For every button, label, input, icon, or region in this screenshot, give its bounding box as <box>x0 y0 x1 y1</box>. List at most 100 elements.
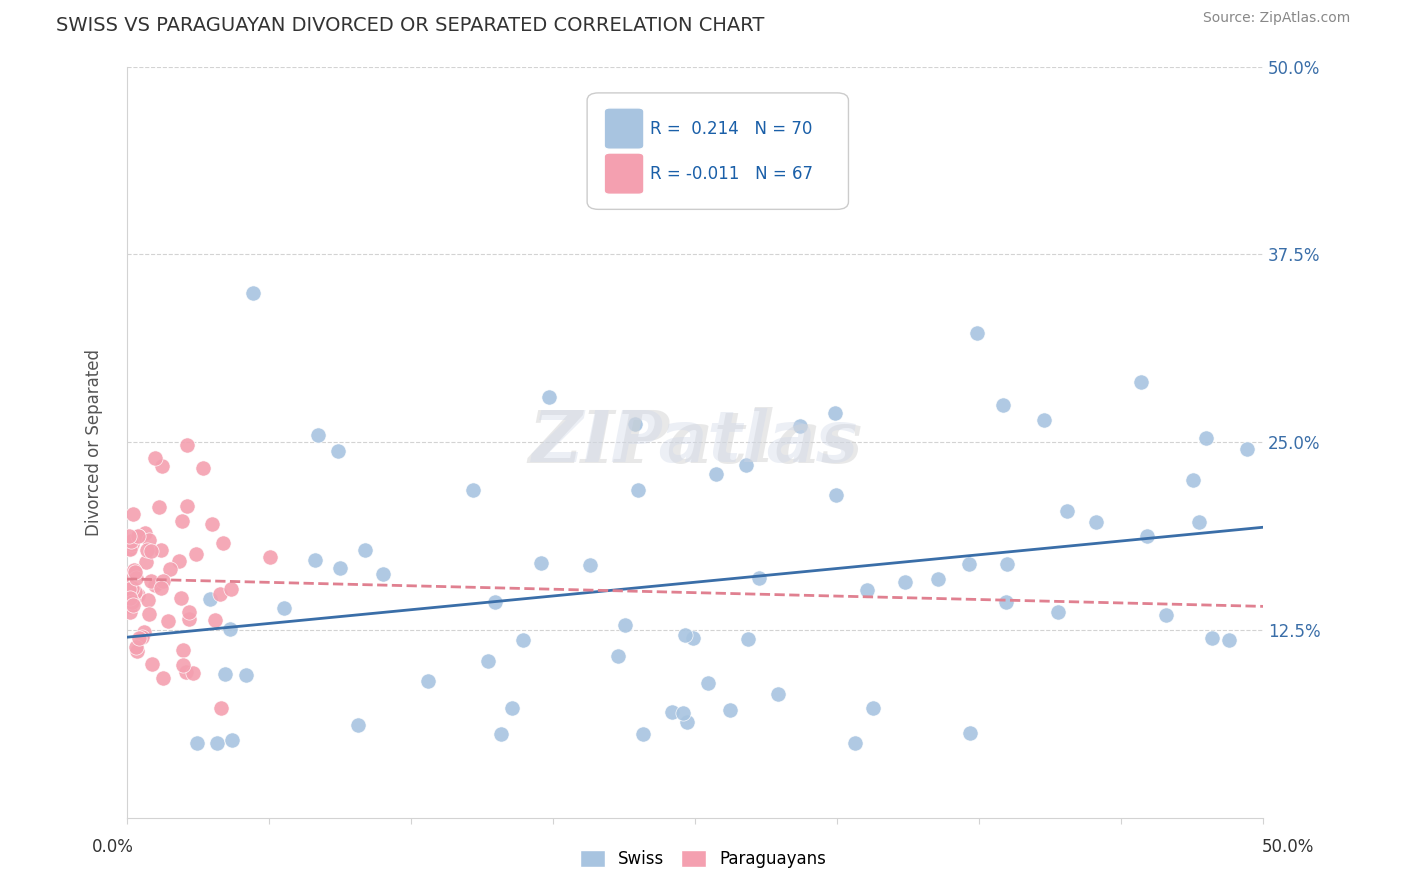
Point <box>174 665 197 679</box>
Point <box>138 533 160 547</box>
Point <box>127 529 149 543</box>
Point <box>177 612 200 626</box>
Point <box>209 700 232 714</box>
Point <box>172 657 194 672</box>
Point <box>242 285 264 300</box>
Point <box>259 550 281 565</box>
Point <box>118 606 141 620</box>
Point <box>1046 605 1069 619</box>
Point <box>118 529 141 543</box>
Point <box>121 595 143 609</box>
Point <box>201 516 224 531</box>
Point <box>219 582 242 596</box>
Point <box>1136 529 1159 543</box>
Point <box>607 648 630 663</box>
Point <box>156 614 179 628</box>
Point <box>1129 375 1152 389</box>
Point <box>1154 608 1177 623</box>
Point <box>118 578 141 592</box>
Point <box>489 727 512 741</box>
Point <box>661 705 683 719</box>
Point <box>136 593 159 607</box>
Point <box>418 673 440 688</box>
Point <box>682 631 704 645</box>
Point <box>118 591 141 606</box>
Point <box>136 543 159 558</box>
Point <box>141 657 163 672</box>
Point <box>186 547 208 561</box>
Point <box>139 574 162 589</box>
Point <box>122 563 145 577</box>
Point <box>205 736 228 750</box>
Point <box>613 618 636 632</box>
Point <box>191 461 214 475</box>
Point <box>121 537 143 551</box>
Point <box>326 444 349 458</box>
Point <box>1056 503 1078 517</box>
Point <box>121 581 143 595</box>
Point <box>176 499 198 513</box>
Point <box>208 587 231 601</box>
Point <box>124 640 146 655</box>
Point <box>124 584 146 599</box>
Point <box>304 553 326 567</box>
Point <box>307 428 329 442</box>
FancyBboxPatch shape <box>588 93 848 210</box>
Point <box>1236 442 1258 457</box>
Point <box>347 718 370 732</box>
Point <box>959 726 981 740</box>
Text: 50.0%: 50.0% <box>1263 838 1315 855</box>
Point <box>120 567 142 582</box>
Point <box>748 571 770 585</box>
Point <box>768 687 790 701</box>
Point <box>150 581 173 595</box>
Point <box>697 675 720 690</box>
Text: Source: ZipAtlas.com: Source: ZipAtlas.com <box>1202 12 1350 25</box>
Point <box>167 554 190 568</box>
Point <box>1188 515 1211 529</box>
Point <box>735 458 758 473</box>
Point <box>145 451 167 466</box>
Point <box>631 727 654 741</box>
Point <box>627 483 650 498</box>
Point <box>512 632 534 647</box>
Point <box>1085 515 1108 529</box>
Point <box>235 668 257 682</box>
Text: ZIPatlas: ZIPatlas <box>531 408 859 476</box>
Point <box>177 605 200 619</box>
Point <box>172 643 194 657</box>
Point <box>824 488 846 502</box>
Point <box>159 562 181 576</box>
Point <box>463 483 485 497</box>
Point <box>132 624 155 639</box>
Point <box>718 703 741 717</box>
Point <box>537 390 560 404</box>
Point <box>530 556 553 570</box>
Point <box>824 406 846 420</box>
Point <box>122 508 145 522</box>
Point <box>186 736 208 750</box>
Point <box>676 714 699 729</box>
Point <box>148 500 170 514</box>
Point <box>143 578 166 592</box>
Point <box>118 582 141 597</box>
Point <box>789 418 811 433</box>
Point <box>172 514 194 528</box>
Point <box>152 574 174 589</box>
Point <box>704 467 727 482</box>
Point <box>127 529 149 543</box>
Point <box>991 398 1014 412</box>
Point <box>371 566 394 581</box>
Point <box>624 417 647 431</box>
Point <box>477 654 499 668</box>
Point <box>966 326 988 340</box>
Point <box>995 595 1018 609</box>
Point <box>1218 633 1240 648</box>
Point <box>579 558 602 572</box>
Point <box>957 557 980 571</box>
Point <box>134 525 156 540</box>
Point <box>484 595 506 609</box>
Legend: Swiss, Paraguayans: Swiss, Paraguayans <box>574 843 832 875</box>
Point <box>893 575 915 590</box>
Point <box>219 623 242 637</box>
